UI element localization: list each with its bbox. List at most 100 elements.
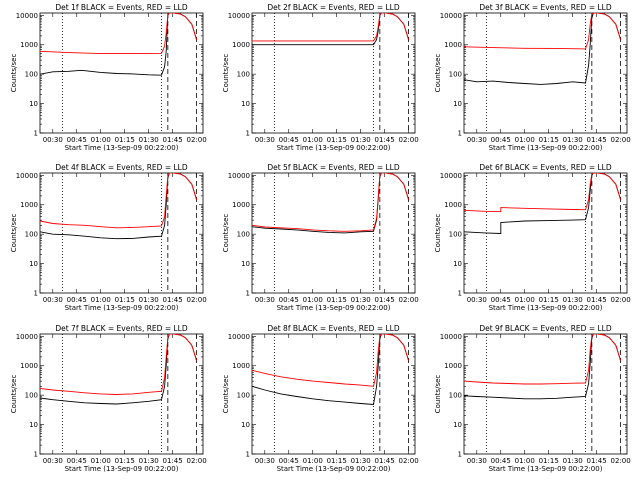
series-line-events	[40, 173, 198, 240]
x-tick-label: 01:15	[327, 296, 347, 304]
series-line-lld	[40, 334, 198, 395]
y-tick-label: 1000	[232, 41, 250, 49]
y-tick-label: 100	[237, 231, 250, 239]
plot-frame	[251, 333, 416, 455]
y-tick-label: 10000	[440, 333, 462, 341]
y-tick-label: 100	[449, 231, 462, 239]
y-tick-label: 1000	[20, 201, 38, 209]
y-tick-label: 10000	[440, 172, 462, 180]
series-line-lld	[252, 13, 410, 42]
x-tick-label: 01:45	[375, 457, 395, 465]
x-tick-label: 01:00	[303, 136, 323, 144]
y-tick-label: 10	[453, 421, 462, 429]
x-tick-label: 00:45	[279, 136, 299, 144]
plot-title: Det 4f BLACK = Events, RED = LLD	[55, 163, 188, 172]
y-tick-label: 10000	[440, 12, 462, 20]
series-line-lld	[464, 13, 622, 50]
x-tick-label: 00:30	[255, 457, 275, 465]
x-tick-label: 01:30	[351, 457, 371, 465]
x-axis-label: Start Time (13-Sep-09 00:22:00)	[489, 465, 603, 473]
x-tick-label: 01:15	[327, 136, 347, 144]
y-axis-label: Counts/sec	[10, 54, 18, 93]
plot-frame	[463, 12, 628, 134]
y-axis-label: Counts/sec	[222, 375, 230, 414]
y-tick-label: 10000	[16, 12, 38, 20]
y-tick-label: 100	[25, 231, 38, 239]
series-line-events	[464, 334, 622, 400]
x-tick-label: 01:45	[163, 136, 183, 144]
x-tick-label: 01:15	[539, 136, 559, 144]
y-axis-label: Counts/sec	[222, 54, 230, 93]
plot-title: Det 9f BLACK = Events, RED = LLD	[479, 324, 612, 333]
y-tick-label: 10000	[228, 333, 250, 341]
detector-plot-4: Det 4f BLACK = Events, RED = LLD 1 10 100 10…	[10, 163, 207, 312]
detector-plot-8: Det 8f BLACK = Events, RED = LLD 1 10 100 10…	[222, 324, 419, 473]
y-tick-label: 10	[29, 100, 38, 108]
y-tick-label: 100	[25, 71, 38, 79]
series-line-events	[40, 13, 198, 76]
y-tick-label: 1000	[444, 362, 462, 370]
y-tick-label: 10	[29, 260, 38, 268]
plot-title: Det 1f BLACK = Events, RED = LLD	[55, 3, 188, 12]
x-tick-label: 01:30	[563, 136, 583, 144]
x-tick-label: 00:45	[67, 136, 87, 144]
x-tick-label: 01:45	[163, 296, 183, 304]
plot-frame	[39, 12, 204, 134]
y-axis-label: Counts/sec	[222, 214, 230, 253]
y-tick-label: 10	[241, 260, 250, 268]
plot-title: Det 5f BLACK = Events, RED = LLD	[267, 163, 400, 172]
y-tick-label: 1000	[444, 41, 462, 49]
y-tick-label: 10000	[228, 172, 250, 180]
plot-title: Det 6f BLACK = Events, RED = LLD	[479, 163, 612, 172]
y-tick-label: 100	[449, 71, 462, 79]
series-line-lld	[252, 173, 410, 232]
x-tick-label: 00:45	[491, 136, 511, 144]
x-axis-label: Start Time (13-Sep-09 00:22:00)	[65, 304, 179, 312]
plot-frame	[251, 12, 416, 134]
series-line-events	[464, 173, 622, 234]
x-tick-label: 01:00	[91, 136, 111, 144]
series-line-lld	[252, 334, 410, 387]
x-tick-label: 02:00	[187, 296, 207, 304]
x-tick-label: 01:15	[115, 457, 135, 465]
x-tick-label: 01:00	[515, 296, 535, 304]
x-axis-label: Start Time (13-Sep-09 00:22:00)	[65, 144, 179, 152]
x-tick-label: 02:00	[611, 296, 631, 304]
y-axis-label: Counts/sec	[434, 214, 442, 253]
detector-plot-2: Det 2f BLACK = Events, RED = LLD 1 10 100 10…	[222, 3, 419, 152]
x-tick-label: 01:45	[587, 136, 607, 144]
x-tick-label: 00:45	[491, 296, 511, 304]
y-tick-label: 10000	[16, 172, 38, 180]
x-tick-label: 01:00	[91, 296, 111, 304]
detector-plot-1: Det 1f BLACK = Events, RED = LLD 1 10 100 10…	[10, 3, 207, 152]
plot-frame	[39, 172, 204, 294]
y-tick-label: 1000	[232, 362, 250, 370]
plot-title: Det 8f BLACK = Events, RED = LLD	[267, 324, 400, 333]
plot-frame	[39, 333, 204, 455]
x-tick-label: 01:00	[515, 457, 535, 465]
y-axis-label: Counts/sec	[10, 375, 18, 414]
plot-title: Det 2f BLACK = Events, RED = LLD	[267, 3, 400, 12]
x-tick-label: 00:45	[67, 296, 87, 304]
x-tick-label: 01:15	[115, 296, 135, 304]
x-tick-label: 01:30	[563, 457, 583, 465]
y-tick-label: 1000	[20, 362, 38, 370]
plot-frame	[251, 172, 416, 294]
x-tick-label: 00:30	[43, 296, 63, 304]
y-tick-label: 1	[246, 130, 250, 138]
x-tick-label: 01:00	[91, 457, 111, 465]
x-axis-label: Start Time (13-Sep-09 00:22:00)	[277, 144, 391, 152]
x-tick-label: 02:00	[187, 457, 207, 465]
x-axis-label: Start Time (13-Sep-09 00:22:00)	[65, 465, 179, 473]
x-tick-label: 00:30	[467, 136, 487, 144]
y-axis-label: Counts/sec	[434, 375, 442, 414]
plot-frame	[463, 333, 628, 455]
y-tick-label: 100	[449, 392, 462, 400]
x-tick-label: 00:30	[255, 296, 275, 304]
y-tick-label: 1000	[20, 41, 38, 49]
x-tick-label: 00:45	[279, 457, 299, 465]
series-line-lld	[464, 173, 622, 213]
series-line-lld	[40, 13, 198, 55]
y-tick-label: 10	[453, 100, 462, 108]
detector-plot-3: Det 3f BLACK = Events, RED = LLD 1 10 100 10…	[434, 3, 631, 152]
